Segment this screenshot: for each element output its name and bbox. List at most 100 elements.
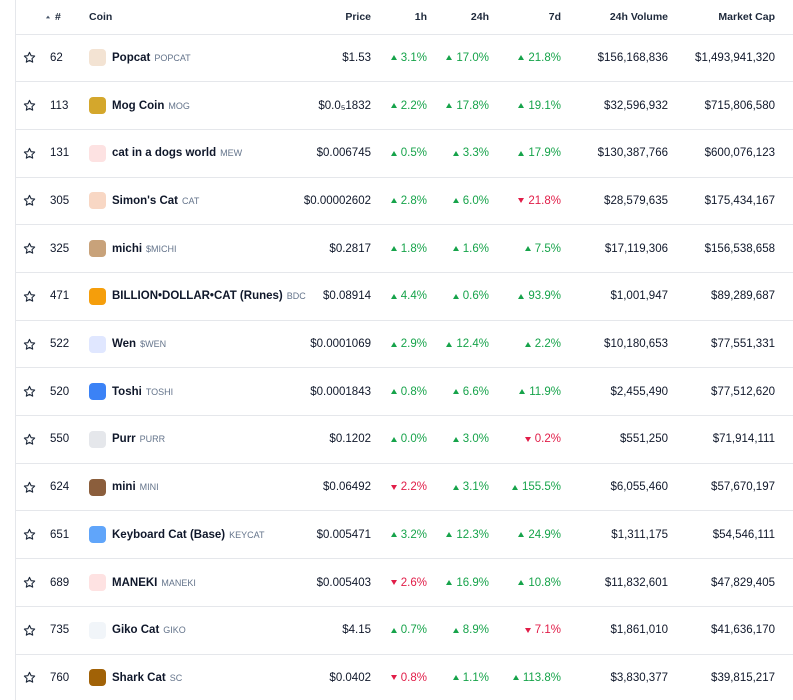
coin-name[interactable]: mini bbox=[112, 481, 136, 494]
volume: $130,387,766 bbox=[597, 147, 668, 160]
percent-text: 2.2% bbox=[400, 481, 427, 494]
percent-change: 2.8% bbox=[372, 178, 427, 225]
coin-name[interactable]: Toshi bbox=[112, 385, 142, 398]
percent-change: 7.1% bbox=[491, 607, 561, 654]
coin-row[interactable]: 624 mini MINI $0.06492 2.2% 3.1% 155.5% $6,055,… bbox=[16, 464, 793, 512]
coin-name[interactable]: Giko Cat bbox=[112, 624, 160, 637]
trend-arrow bbox=[452, 150, 459, 156]
coin-row[interactable]: 131 cat in a dogs world MEW $0.006745 0.5% 3.… bbox=[16, 130, 793, 178]
coin-name[interactable]: Shark Cat bbox=[112, 671, 166, 684]
coin-name[interactable]: BILLION•DOLLAR•CAT (Runes) bbox=[112, 290, 283, 303]
column-header[interactable]: Market Cap bbox=[670, 0, 775, 34]
trend-arrow bbox=[452, 436, 459, 442]
favorite-star[interactable] bbox=[23, 416, 36, 463]
favorite-star[interactable] bbox=[23, 178, 36, 225]
coin-symbol: PURR bbox=[139, 434, 166, 445]
coin[interactable]: Shark Cat SC bbox=[89, 655, 289, 700]
favorite-star[interactable] bbox=[23, 82, 36, 129]
percent-text: 1.1% bbox=[462, 671, 489, 684]
coin[interactable]: Toshi TOSHI bbox=[89, 368, 289, 415]
percent-change: 3.2% bbox=[372, 512, 427, 559]
coin[interactable]: Purr PURR bbox=[89, 416, 289, 463]
coin[interactable]: Simon's Cat CAT bbox=[89, 178, 289, 225]
coin[interactable]: mini MINI bbox=[89, 464, 289, 511]
favorite-star[interactable] bbox=[23, 464, 36, 511]
trend-arrow bbox=[390, 532, 397, 538]
percent-text: 6.0% bbox=[462, 194, 489, 207]
coin-name[interactable]: Wen bbox=[112, 338, 137, 351]
coin-row[interactable]: 325 michi $MICHI $0.2817 1.8% 1.6% 7.5% $17,119… bbox=[16, 225, 793, 273]
coin-row[interactable]: 550 Purr PURR $0.1202 0.0% 3.0% 0.2% $551,250 $7… bbox=[16, 416, 793, 464]
coin-row[interactable]: 113 Mog Coin MOG $0.0₅1832 2.2% 17.8% 19.1% $32… bbox=[16, 82, 793, 130]
coin-symbol: MANEKI bbox=[161, 577, 196, 588]
column-header[interactable]: 1h bbox=[372, 0, 427, 34]
coin-name[interactable]: Popcat bbox=[112, 51, 151, 64]
coin[interactable]: Mog Coin MOG bbox=[89, 82, 289, 129]
column-header[interactable]: 7d bbox=[491, 0, 561, 34]
coin-name[interactable]: Keyboard Cat (Base) bbox=[112, 528, 226, 541]
coin-name[interactable]: michi bbox=[112, 242, 143, 255]
coin-row[interactable]: 735 Giko Cat GIKO $4.15 0.7% 8.9% 7.1% $1,861,0… bbox=[16, 607, 793, 655]
trend-arrow bbox=[518, 580, 525, 586]
column-title: Coin bbox=[89, 10, 113, 23]
coin-name[interactable]: MANEKI bbox=[112, 576, 158, 589]
coin[interactable]: Keyboard Cat (Base) KEYCAT bbox=[89, 512, 289, 559]
coin[interactable]: cat in a dogs world MEW bbox=[89, 130, 289, 177]
market-cap: $77,512,620 bbox=[711, 385, 775, 398]
favorite-star[interactable] bbox=[23, 607, 36, 654]
coin-row[interactable]: 305 Simon's Cat CAT $0.00002602 2.8% 6.0% 21.8… bbox=[16, 178, 793, 226]
column-header[interactable]: Price bbox=[281, 0, 371, 34]
favorite-star[interactable] bbox=[23, 655, 36, 700]
column-title: Price bbox=[345, 10, 371, 23]
coin-row[interactable]: 520 Toshi TOSHI $0.0001843 0.8% 6.6% 11.9% $2,4… bbox=[16, 368, 793, 417]
trend-arrow bbox=[524, 627, 531, 633]
percent-text: 11.9% bbox=[529, 385, 561, 398]
coin-name[interactable]: Mog Coin bbox=[112, 99, 165, 112]
coin-logo bbox=[89, 192, 106, 210]
coin-name[interactable]: Simon's Cat bbox=[112, 194, 178, 207]
favorite-star[interactable] bbox=[23, 273, 36, 320]
trend-arrow bbox=[390, 389, 397, 395]
coin-name[interactable]: cat in a dogs world bbox=[112, 147, 217, 160]
coin-row[interactable]: 471 BILLION•DOLLAR•CAT (Runes) BDC $0.08914… bbox=[16, 273, 793, 321]
coin-symbol: GIKO bbox=[163, 625, 186, 636]
rank: 113 bbox=[50, 99, 69, 112]
coin-row[interactable]: 651 Keyboard Cat (Base) KEYCAT $0.005471 3.2… bbox=[16, 512, 793, 560]
coin-logo bbox=[89, 49, 106, 67]
percent-change: 2.9% bbox=[372, 321, 427, 368]
favorite-star[interactable] bbox=[23, 225, 36, 272]
price: $0.0₅1832 bbox=[318, 99, 371, 112]
rank: 651 bbox=[50, 528, 70, 541]
coin[interactable]: Giko Cat GIKO bbox=[89, 607, 289, 654]
column-header[interactable]: # bbox=[45, 0, 85, 34]
percent-text: 16.9% bbox=[456, 576, 489, 589]
trend-arrow bbox=[390, 436, 397, 442]
coin[interactable]: BILLION•DOLLAR•CAT (Runes) BDC bbox=[89, 273, 306, 320]
column-header[interactable]: Coin bbox=[89, 0, 289, 34]
percent-change: 2.2% bbox=[372, 82, 427, 129]
column-header[interactable]: 24h Volume bbox=[568, 0, 668, 34]
coin[interactable]: michi $MICHI bbox=[89, 225, 289, 272]
price: $0.0001069 bbox=[310, 338, 371, 351]
coin-row[interactable]: 760 Shark Cat SC $0.0402 0.8% 1.1% 113.8% $3,83… bbox=[16, 655, 793, 700]
percent-change: 7.5% bbox=[491, 225, 561, 272]
favorite-star[interactable] bbox=[23, 321, 36, 368]
percent-text: 7.5% bbox=[534, 242, 561, 255]
favorite-star[interactable] bbox=[23, 559, 36, 606]
coin[interactable]: Popcat POPCAT bbox=[89, 35, 289, 82]
column-header[interactable]: 24h bbox=[429, 0, 489, 34]
coin-row[interactable]: 62 Popcat POPCAT $1.53 3.1% 17.0% 21.8% $156,16… bbox=[16, 35, 793, 83]
favorite-star[interactable] bbox=[23, 130, 36, 177]
coin-row[interactable]: 522 Wen $WEN $0.0001069 2.9% 12.4% 2.2% $10,180… bbox=[16, 321, 793, 369]
percent-change: 0.8% bbox=[372, 368, 427, 415]
market-cap: $41,636,170 bbox=[711, 624, 775, 637]
favorite-star[interactable] bbox=[23, 512, 36, 559]
coin[interactable]: MANEKI MANEKI bbox=[89, 559, 289, 606]
favorite-star[interactable] bbox=[23, 368, 36, 415]
favorite-star[interactable] bbox=[23, 35, 36, 82]
coin-row[interactable]: 689 MANEKI MANEKI $0.005403 2.6% 16.9% 10.8% $1… bbox=[16, 559, 793, 607]
coin-name[interactable]: Purr bbox=[112, 433, 136, 446]
trend-arrow bbox=[390, 293, 397, 299]
column-title: 7d bbox=[548, 10, 561, 23]
coin[interactable]: Wen $WEN bbox=[89, 321, 289, 368]
